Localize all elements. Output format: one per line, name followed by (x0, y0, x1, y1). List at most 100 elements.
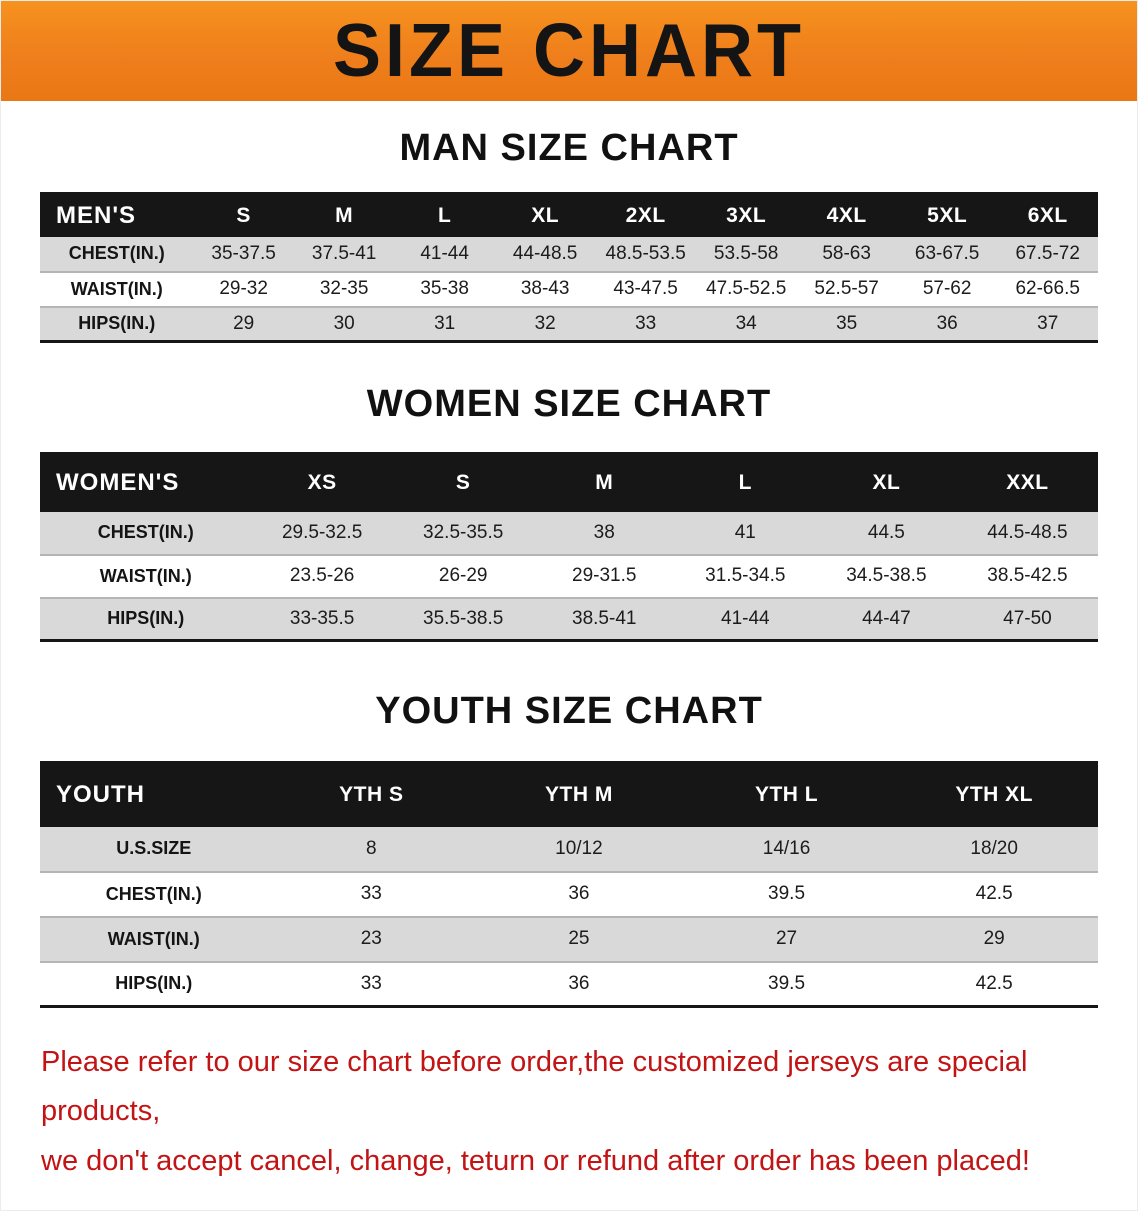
youth-section-heading: YOUTH SIZE CHART (375, 690, 763, 732)
column-header: M (293, 193, 395, 237)
footer-notice: Please refer to our size chart before or… (41, 1038, 1097, 1186)
table-cell: 26-29 (438, 565, 488, 586)
table-cell: 53.5-58 (713, 242, 779, 264)
column-header: YTH XL (890, 762, 1098, 827)
table-cell: 47.5-52.5 (706, 278, 787, 299)
table-cell: 44.5 (867, 521, 905, 543)
table-cell: 33-35.5 (289, 607, 355, 629)
table-cell: 38 (593, 521, 615, 543)
table-cell: 29-32 (219, 278, 268, 299)
table-cell: 34.5-38.5 (846, 565, 927, 586)
table-cell: 38-43 (520, 278, 570, 299)
page-title: SIZE CHART (333, 9, 805, 94)
column-header: YTH M (475, 762, 683, 827)
table-cell: 33 (360, 883, 382, 904)
table-cell: 32-35 (319, 278, 369, 299)
table-cell: 37 (1037, 312, 1059, 334)
table-cell: 29.5-32.5 (281, 521, 363, 543)
men-header-row: MEN'S S M L XL 2XL 3XL 4XL 5XL 6XL (40, 193, 1098, 237)
row-label: WAIST(IN.) (99, 565, 192, 586)
table-cell: 29 (983, 928, 1005, 949)
column-header: L (394, 193, 495, 237)
table-cell: 14/16 (762, 837, 811, 859)
row-label: WAIST(IN.) (107, 928, 200, 949)
table-cell: 38.5-42.5 (987, 565, 1068, 586)
table-cell: 63-67.5 (914, 242, 980, 264)
table-cell: 32 (534, 312, 556, 334)
table-cell: 29 (233, 312, 255, 334)
table-cell: 8 (365, 837, 377, 859)
table-cell: 67.5-72 (1015, 242, 1080, 264)
row-label: HIPS(IN.) (78, 313, 156, 334)
table-row-chest: CHEST(IN.) 33 36 39.5 42.5 (40, 871, 1098, 917)
column-header: S (392, 453, 534, 512)
table-cell: 18/20 (970, 837, 1018, 859)
women-corner-label: WOMEN'S (40, 453, 252, 512)
table-cell: 34 (735, 312, 757, 334)
women-header-row: WOMEN'S XS S M L XL XXL (40, 453, 1098, 512)
footer-notice-line1: Please refer to our size chart before or… (41, 1046, 1028, 1128)
table-cell: 35.5-38.5 (423, 607, 504, 629)
table-cell: 35-37.5 (211, 242, 276, 264)
table-cell: 36 (936, 312, 958, 334)
men-size-table: MEN'S S M L XL 2XL 3XL 4XL 5XL 6XL CHEST… (40, 192, 1098, 343)
table-row-chest: CHEST(IN.) 35-37.5 37.5-41 41-44 44-48.5… (40, 236, 1098, 272)
table-cell: 57-62 (922, 278, 972, 299)
table-cell: 39.5 (768, 883, 806, 904)
column-header: 4XL (796, 193, 897, 237)
table-cell: 36 (568, 883, 590, 904)
table-cell: 52.5-57 (814, 278, 879, 299)
row-label: HIPS(IN.) (107, 608, 185, 629)
table-row-waist: WAIST(IN.) 23 25 27 29 (40, 916, 1098, 962)
column-header: XL (815, 453, 957, 512)
youth-size-table: YOUTH YTH S YTH M YTH L YTH XL U.S.SIZE … (40, 761, 1098, 1008)
column-header: XL (494, 193, 596, 237)
table-cell: 44.5-48.5 (987, 521, 1068, 543)
column-header: YTH L (682, 762, 891, 827)
row-label: CHEST(IN.) (68, 243, 165, 263)
column-header: S (193, 193, 294, 237)
column-header: YTH S (267, 762, 476, 827)
row-label: HIPS(IN.) (115, 973, 193, 994)
column-header: 6XL (997, 193, 1098, 237)
youth-section: YOUTH SIZE CHART YOUTH YTH S YTH M YTH L… (1, 690, 1137, 1008)
men-section-heading: MAN SIZE CHART (399, 127, 739, 169)
table-cell: 30 (333, 312, 355, 334)
table-row-waist: WAIST(IN.) 29-32 32-35 35-38 38-43 43-47… (40, 271, 1098, 307)
table-cell: 41-44 (420, 242, 469, 264)
table-cell: 23.5-26 (289, 565, 355, 586)
table-row-hips: HIPS(IN.) 29 30 31 32 33 34 35 36 37 (40, 306, 1098, 342)
table-cell: 29-31.5 (572, 565, 637, 586)
table-cell: 44-48.5 (512, 242, 578, 264)
column-header: M (533, 453, 675, 512)
table-cell: 37.5-41 (311, 242, 377, 264)
row-label: CHEST(IN.) (97, 522, 194, 542)
banner: SIZE CHART (1, 1, 1137, 101)
women-size-table: WOMEN'S XS S M L XL XXL CHEST(IN.) 29.5-… (40, 452, 1098, 642)
row-label: CHEST(IN.) (105, 883, 202, 904)
men-corner-label: MEN'S (40, 193, 194, 237)
table-cell: 41 (734, 521, 756, 543)
column-header: L (674, 453, 816, 512)
table-cell: 62-66.5 (1015, 278, 1080, 299)
table-cell: 43-47.5 (613, 278, 678, 299)
table-cell: 27 (775, 928, 798, 949)
table-cell: 10/12 (555, 837, 603, 859)
table-cell: 33 (635, 312, 657, 334)
table-row-hips: HIPS(IN.) 33 36 39.5 42.5 (40, 961, 1098, 1007)
table-cell: 42.5 (975, 883, 1013, 904)
table-cell: 33 (360, 972, 382, 994)
column-header: 5XL (896, 193, 998, 237)
table-cell: 31.5-34.5 (705, 565, 786, 586)
table-cell: 47-50 (1003, 607, 1052, 629)
table-row-chest: CHEST(IN.) 29.5-32.5 32.5-35.5 38 41 44.… (40, 511, 1098, 555)
column-header: 3XL (695, 193, 797, 237)
row-label: WAIST(IN.) (70, 278, 163, 299)
table-row-hips: HIPS(IN.) 33-35.5 35.5-38.5 38.5-41 41-4… (40, 597, 1098, 641)
table-cell: 42.5 (975, 972, 1013, 994)
column-header: XS (251, 453, 393, 512)
table-row-us-size: U.S.SIZE 8 10/12 14/16 18/20 (40, 826, 1098, 872)
table-cell: 39.5 (768, 972, 806, 994)
table-cell: 35-38 (420, 278, 469, 299)
